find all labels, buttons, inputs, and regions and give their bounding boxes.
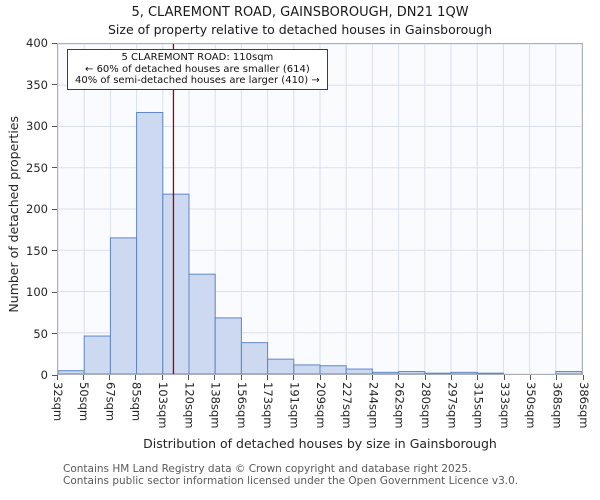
x-tick-label: 156sqm — [234, 382, 249, 429]
y-tick-mark — [52, 208, 57, 210]
y-tick-label: 150 — [26, 243, 48, 258]
x-tick-label: 67sqm — [103, 382, 118, 422]
footer: Contains HM Land Registry data © Crown c… — [63, 463, 519, 487]
x-tick-label: 32sqm — [50, 382, 65, 422]
y-tick-label: 0 — [40, 368, 48, 382]
chart-title: 5, CLAREMONT ROAD, GAINSBOROUGH, DN21 1Q… — [131, 5, 469, 20]
y-tick-label: 100 — [26, 285, 48, 299]
x-tick-label: 333sqm — [497, 382, 512, 429]
y-tick-label: 350 — [26, 77, 48, 92]
x-tick-label: 191sqm — [287, 382, 302, 429]
x-tick-label: 173sqm — [261, 382, 276, 429]
x-tick-label: 262sqm — [392, 382, 407, 429]
y-tick-mark — [52, 291, 57, 293]
histogram-bar — [188, 273, 216, 374]
y-tick-mark — [52, 333, 57, 334]
x-tick-mark — [503, 375, 505, 380]
histogram-bar — [136, 111, 164, 374]
y-tick-mark — [52, 84, 57, 85]
x-tick-mark — [188, 375, 189, 380]
x-tick-mark — [109, 375, 111, 380]
histogram-bar — [476, 372, 504, 374]
histogram-bar — [162, 193, 190, 374]
histogram-bar — [319, 365, 347, 374]
x-tick-label: 368sqm — [550, 382, 565, 429]
x-tick-mark — [293, 375, 295, 380]
x-tick-mark — [582, 375, 584, 380]
y-tick-mark — [52, 167, 57, 168]
x-axis-label: Distribution of detached houses by size … — [143, 436, 497, 451]
x-tick-label: 386sqm — [576, 382, 591, 429]
x-tick-label: 280sqm — [418, 382, 433, 429]
y-tick-label: 300 — [26, 119, 48, 133]
footer-line2: Contains public sector information licen… — [63, 474, 519, 487]
x-tick-label: 103sqm — [155, 382, 170, 429]
x-tick-mark — [529, 375, 531, 380]
histogram-bar — [424, 372, 452, 374]
histogram-bar — [83, 335, 111, 374]
y-tick-label: 200 — [26, 202, 48, 216]
histogram-bar — [58, 370, 85, 374]
x-tick-mark — [266, 375, 268, 380]
x-tick-label: 209sqm — [313, 382, 328, 429]
annotation-line2: ← 60% of detached houses are smaller (61… — [85, 63, 310, 75]
x-tick-mark — [451, 375, 452, 380]
x-tick-mark — [398, 375, 400, 380]
x-tick-mark — [135, 375, 137, 380]
x-tick-mark — [424, 375, 426, 380]
histogram-svg — [58, 44, 582, 374]
histogram-bar — [345, 368, 373, 374]
x-tick-mark — [161, 375, 163, 380]
x-tick-mark — [319, 375, 321, 380]
x-tick-label: 315sqm — [471, 382, 486, 429]
x-tick-label: 50sqm — [77, 382, 92, 422]
x-tick-label: 138sqm — [208, 382, 223, 429]
x-tick-label: 85sqm — [129, 382, 144, 422]
y-tick-label: 50 — [33, 326, 48, 341]
annotation-line1: 5 CLAREMONT ROAD: 110sqm — [121, 52, 274, 63]
histogram-bar — [109, 237, 138, 374]
x-tick-mark — [214, 375, 216, 380]
y-tick-mark — [52, 42, 57, 44]
x-tick-mark — [345, 375, 347, 380]
x-tick-mark — [240, 375, 242, 380]
y-tick-mark — [52, 250, 57, 251]
histogram-bar — [398, 371, 426, 374]
histogram-bar — [450, 371, 478, 374]
chart-subtitle: Size of property relative to detached ho… — [107, 22, 493, 37]
x-tick-mark — [372, 375, 374, 380]
x-tick-label: 244sqm — [366, 382, 381, 429]
annotation-line3: 40% of semi-detached houses are larger (… — [75, 75, 320, 86]
x-tick-mark — [477, 375, 479, 380]
x-tick-label: 350sqm — [524, 382, 539, 429]
x-tick-label: 227sqm — [340, 382, 355, 429]
footer-line1: Contains HM Land Registry data © Crown c… — [63, 463, 472, 475]
histogram-bar — [371, 371, 400, 374]
plot-area: 5 CLAREMONT ROAD: 110sqm ← 60% of detach… — [57, 43, 583, 375]
y-tick-mark — [52, 374, 57, 376]
histogram-bar — [267, 358, 295, 374]
y-tick-label: 250 — [26, 160, 48, 175]
x-tick-label: 120sqm — [182, 382, 197, 429]
annotation-box: 5 CLAREMONT ROAD: 110sqm ← 60% of detach… — [67, 49, 328, 90]
x-tick-label: 297sqm — [445, 382, 460, 429]
histogram-bar — [293, 364, 321, 374]
histogram-bar — [214, 317, 242, 374]
x-tick-mark — [82, 375, 84, 380]
y-tick-mark — [52, 125, 57, 127]
x-tick-mark — [556, 375, 558, 380]
y-tick-label: 400 — [26, 36, 48, 50]
x-tick-mark — [56, 375, 58, 380]
histogram-bar — [555, 371, 582, 374]
histogram-bar — [240, 342, 269, 374]
